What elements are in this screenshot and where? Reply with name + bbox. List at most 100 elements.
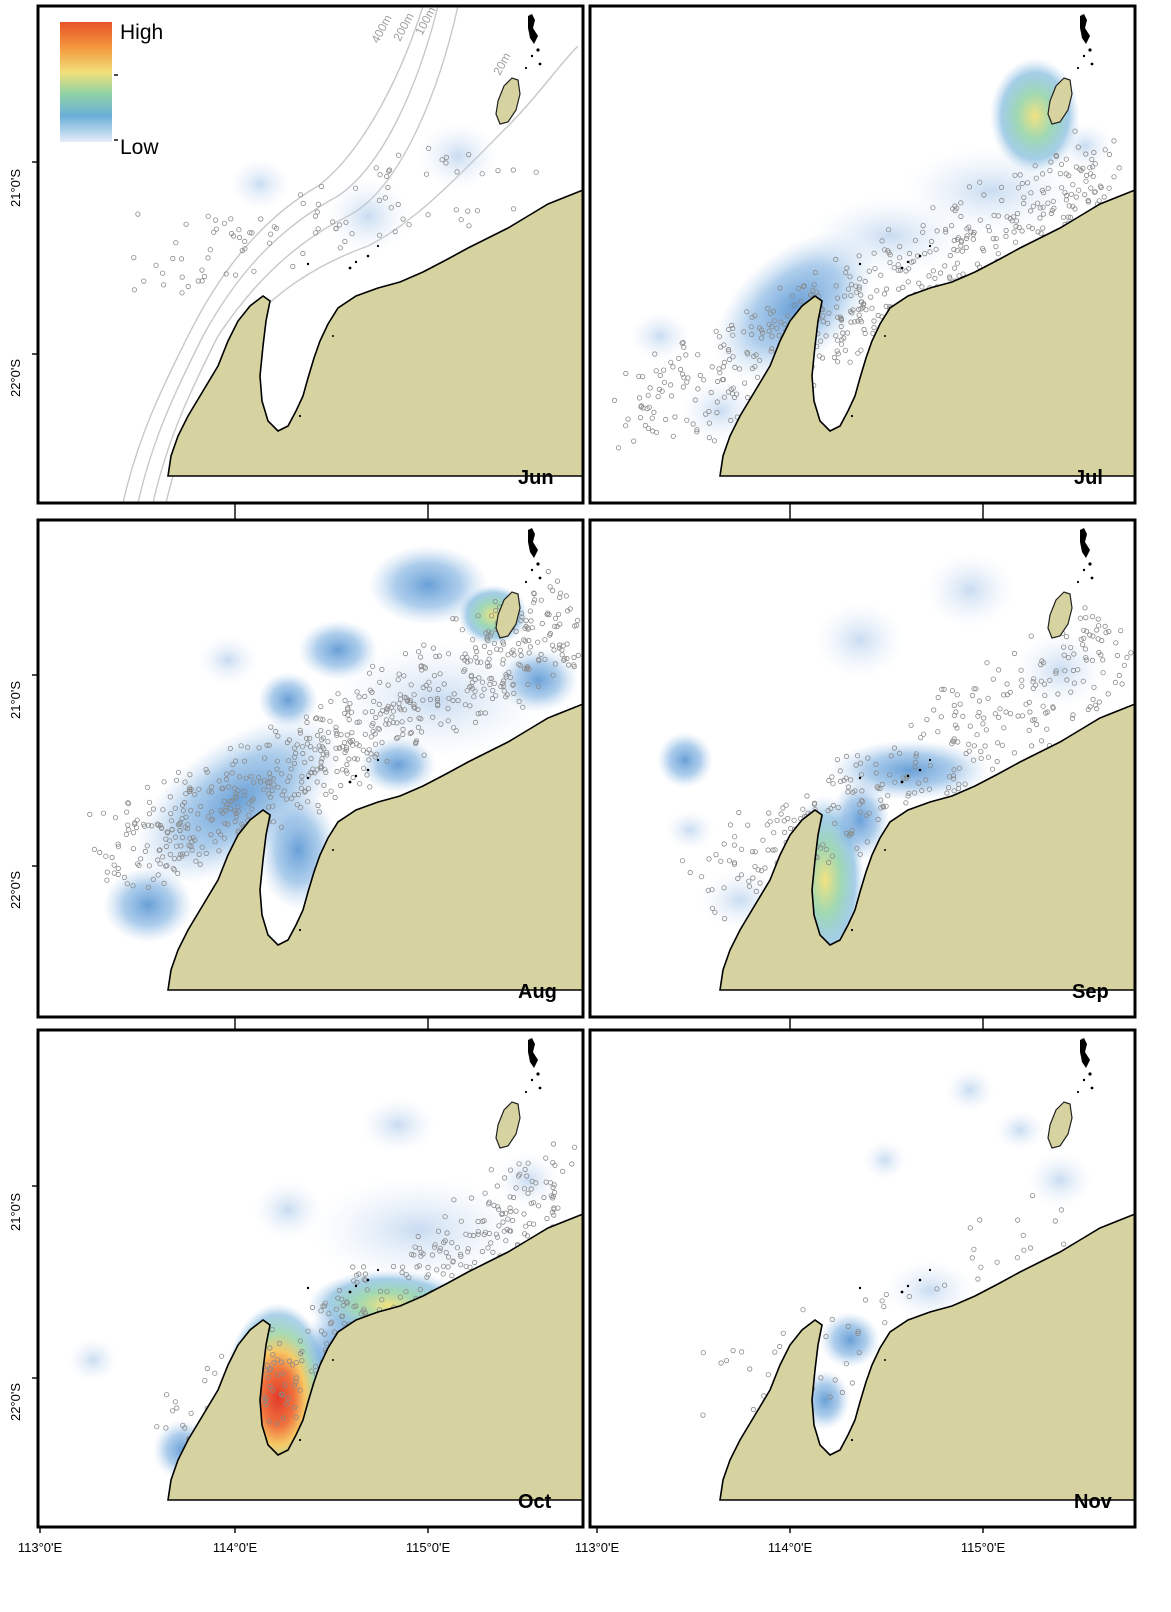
- observation-point: [479, 1248, 485, 1255]
- observation-point: [401, 673, 407, 679]
- observation-point: [571, 654, 577, 661]
- observation-point: [193, 858, 199, 864]
- observation-point: [1106, 151, 1113, 158]
- observation-point: [551, 1182, 557, 1188]
- observation-point: [124, 809, 130, 815]
- observation-point: [168, 810, 174, 817]
- observation-point: [462, 667, 468, 673]
- density-legend: High Low: [60, 21, 163, 159]
- observation-point: [958, 243, 964, 249]
- observation-point: [479, 171, 485, 177]
- observation-point: [934, 228, 940, 234]
- observation-point: [266, 770, 272, 776]
- observation-point: [827, 1394, 833, 1400]
- observation-point: [455, 697, 461, 704]
- observation-point: [637, 414, 644, 421]
- observation-point: [482, 1190, 488, 1196]
- observation-point: [438, 721, 444, 727]
- observation-point: [800, 1307, 806, 1313]
- observation-point: [742, 380, 748, 386]
- observation-point: [333, 756, 339, 762]
- observation-point: [782, 829, 788, 835]
- observation-point: [411, 701, 417, 707]
- observation-point: [523, 618, 529, 624]
- observation-point: [818, 845, 824, 851]
- observation-point: [372, 754, 378, 760]
- observation-point: [969, 1255, 975, 1261]
- observation-point: [354, 741, 360, 747]
- observation-point: [195, 278, 201, 284]
- observation-point: [753, 352, 759, 358]
- observation-point: [772, 1349, 778, 1355]
- observation-point: [195, 826, 201, 832]
- observation-point: [202, 1377, 208, 1384]
- observation-point: [554, 578, 561, 584]
- observation-point: [963, 244, 969, 251]
- observation-point: [535, 683, 541, 689]
- observation-point: [236, 227, 242, 233]
- observation-point: [764, 822, 770, 828]
- observation-point: [516, 698, 522, 704]
- observation-point: [896, 255, 903, 261]
- observation-point: [160, 807, 166, 813]
- observation-point: [556, 594, 563, 601]
- observation-point: [711, 438, 718, 444]
- panel-frame: [36, 4, 585, 505]
- observation-point: [951, 776, 957, 782]
- observation-point: [552, 661, 558, 667]
- observation-point: [369, 708, 375, 715]
- observation-point: [769, 345, 775, 352]
- observation-point: [1028, 190, 1034, 196]
- observation-point: [700, 1350, 706, 1356]
- observation-point: [474, 659, 480, 665]
- observation-point: [321, 746, 327, 752]
- observation-point: [346, 717, 352, 723]
- observation-point: [938, 714, 944, 720]
- observation-point: [362, 1271, 368, 1277]
- observation-point: [944, 790, 950, 796]
- observation-point: [418, 1253, 424, 1259]
- observation-point: [474, 648, 480, 655]
- observation-point: [221, 220, 227, 226]
- observation-point: [292, 754, 298, 760]
- observation-point: [126, 827, 132, 833]
- observation-point: [328, 788, 334, 794]
- observation-point: [173, 240, 179, 246]
- observation-point: [887, 260, 893, 266]
- observation-point: [212, 1370, 218, 1376]
- observation-point: [927, 249, 933, 255]
- observation-point: [1060, 214, 1066, 220]
- observation-point: [848, 292, 854, 299]
- observation-point: [209, 816, 216, 822]
- observation-point: [919, 284, 925, 290]
- observation-point: [1119, 681, 1125, 687]
- observation-point: [840, 330, 846, 336]
- observation-point: [684, 379, 690, 385]
- observation-point: [341, 1320, 347, 1326]
- observation-point: [859, 788, 865, 794]
- observation-point: [1017, 172, 1023, 178]
- observation-point: [376, 701, 382, 707]
- observation-point: [766, 810, 772, 816]
- observation-point: [1019, 683, 1025, 689]
- observation-point: [475, 1229, 481, 1235]
- observation-point: [302, 789, 308, 795]
- observation-point: [233, 810, 239, 816]
- observation-point: [642, 422, 649, 428]
- observation-point: [377, 1288, 384, 1294]
- observation-point: [395, 152, 402, 158]
- observation-point: [956, 765, 962, 771]
- observation-point: [847, 359, 853, 365]
- observation-point: [157, 822, 164, 829]
- observation-point: [721, 394, 727, 400]
- observation-point: [256, 775, 262, 781]
- observation-point: [469, 679, 475, 685]
- observation-point: [1106, 185, 1112, 191]
- observation-point: [525, 1190, 531, 1196]
- observation-point: [625, 416, 631, 422]
- observation-point: [680, 384, 687, 390]
- observation-point: [680, 339, 686, 346]
- observation-point: [430, 714, 436, 720]
- observation-point: [285, 778, 291, 784]
- observation-point: [1061, 1241, 1067, 1247]
